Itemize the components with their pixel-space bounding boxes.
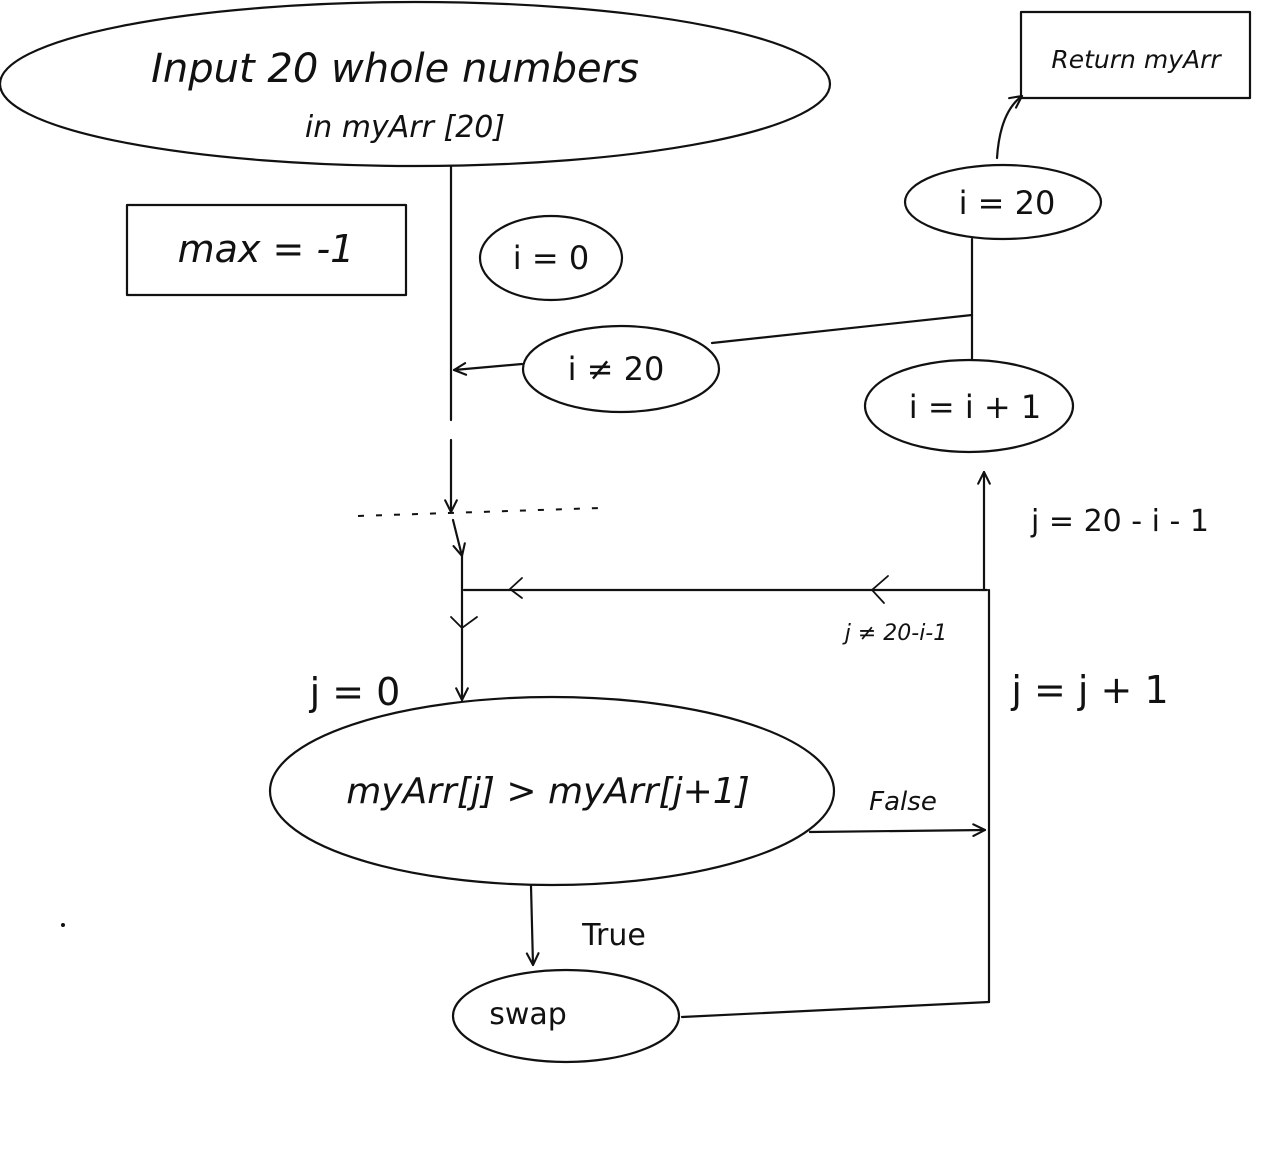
- edge-to-return: [995, 94, 1024, 160]
- max-init-node: max = -1: [125, 203, 408, 297]
- return-node: Return myArr: [1019, 10, 1252, 100]
- edge-swap-return: [680, 1000, 991, 1019]
- i-increment-label: i = i + 1: [909, 388, 1041, 426]
- i-eq-20-label: i = 20: [959, 184, 1056, 222]
- edge-false: [808, 823, 987, 838]
- i-not-20-node: i ≠ 20: [521, 324, 721, 414]
- i-increment-node: i = i + 1: [863, 358, 1075, 454]
- swap-label: swap: [489, 997, 567, 1032]
- i-eq-20-node: i = 20: [903, 163, 1103, 241]
- j-not-limit-label: j ≠ 20-i-1: [842, 621, 948, 646]
- edge-to-inner-loop: [451, 518, 466, 558]
- input-node: Input 20 whole numbers in myArr [20]: [0, 0, 831, 168]
- true-label: True: [581, 918, 646, 953]
- edge-i-not-20-right: [710, 313, 974, 345]
- chevron-top-left: [508, 577, 523, 599]
- i-not-20-label: i ≠ 20: [568, 350, 665, 388]
- i-init-node: i = 0: [478, 214, 624, 302]
- input-node-line2: in myArr [20]: [305, 110, 505, 145]
- chevron-mid: [450, 616, 478, 630]
- j-init-label: j = 0: [309, 670, 401, 714]
- stray-dot: [61, 923, 65, 927]
- j-increment-label: j = j + 1: [1010, 668, 1168, 712]
- dotted-separator: [357, 507, 601, 517]
- false-label: False: [869, 787, 937, 817]
- i-init-label: i = 0: [513, 239, 589, 277]
- compare-label: myArr[j] > myArr[j+1]: [346, 771, 750, 812]
- connectors: [61, 94, 1024, 1019]
- j-limit-label: j = 20 - i - 1: [1030, 504, 1209, 539]
- return-label: Return myArr: [1051, 45, 1222, 74]
- swap-node: swap: [451, 968, 681, 1064]
- compare-node: myArr[j] > myArr[j+1]: [268, 695, 836, 887]
- max-init-label: max = -1: [178, 227, 355, 271]
- edge-i-not-20: [452, 362, 524, 376]
- edge-true: [525, 884, 540, 967]
- chevron-top-right: [870, 575, 889, 604]
- input-node-line1: Input 20 whole numbers: [151, 46, 639, 92]
